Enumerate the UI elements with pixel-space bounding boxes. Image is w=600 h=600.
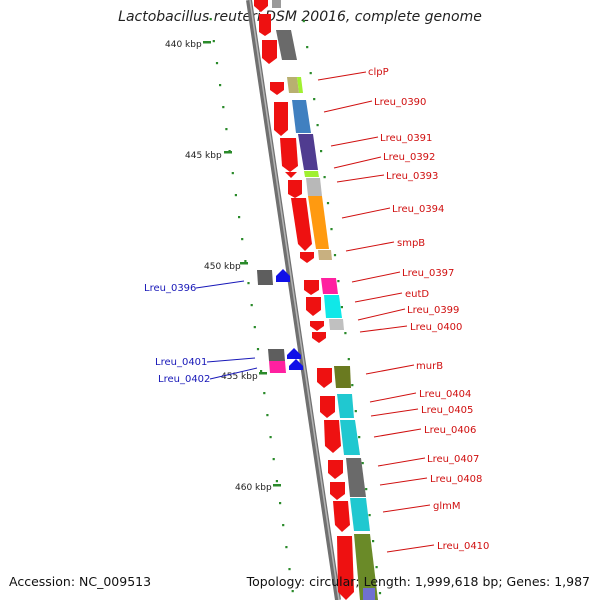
tick-label: 440 kbp (165, 40, 202, 50)
trace-dot (326, 202, 330, 205)
tick-label: 455 kbp (221, 372, 258, 382)
trace-dot (313, 98, 316, 101)
gene-label: Lreu_0397 (402, 268, 454, 279)
trace-dot (215, 62, 219, 65)
gene-label: Lreu_0391 (380, 133, 432, 144)
trace-dot (375, 566, 378, 569)
trace-dot (306, 46, 309, 49)
trace-dot (323, 176, 326, 179)
trace-dot (234, 194, 237, 197)
trace-dot (219, 84, 222, 87)
trace-dot (285, 546, 288, 549)
trace-dot (340, 306, 343, 309)
gene-label: Lreu_0394 (392, 204, 444, 215)
trace-dot (361, 462, 364, 465)
trace-dot (256, 348, 260, 351)
tick-label: 450 kbp (204, 262, 241, 272)
trace-dot (337, 280, 340, 283)
gene-label: Lreu_0407 (427, 454, 479, 465)
gene-label-reverse: Lreu_0402 (158, 374, 210, 385)
gene-label: Lreu_0410 (437, 541, 489, 552)
genome-backbone (246, 0, 341, 600)
trace-dot (250, 304, 253, 307)
cog-blocks (272, 0, 378, 600)
gene-label-smpB: smpB (397, 238, 425, 249)
trace-dot (368, 514, 371, 517)
kbp-ticks: 440 kbp 445 kbp 450 kbp 455 kbp 460 kbp (165, 40, 281, 493)
forward-gene-labels: clpP Lreu_0390 Lreu_0391 Lreu_0392 Lreu_… (317, 67, 489, 553)
trace-dot (291, 590, 294, 593)
gene-label: Lreu_0405 (421, 405, 473, 416)
gene-label: Lreu_0393 (386, 171, 438, 182)
gene-label: Lreu_0400 (410, 322, 462, 333)
gene-label: Lreu_0392 (383, 152, 435, 163)
accession-text: Accession: NC_009513 (9, 574, 152, 589)
gene-label: Lreu_0399 (407, 305, 459, 316)
trace-dot (351, 384, 354, 387)
trace-dot (272, 458, 275, 461)
reverse-gene-labels: Lreu_0396 Lreu_0401 Lreu_0402 (144, 280, 258, 385)
tick-dots (209, 18, 382, 595)
gene-label-clpP: clpP (368, 67, 389, 78)
genome-summary-text: Topology: circular; Length: 1,999,618 bp… (246, 574, 590, 589)
gene-label: Lreu_0390 (374, 97, 426, 108)
trace-dot (316, 124, 319, 127)
trace-dot (344, 332, 347, 335)
trace-dot (241, 238, 244, 241)
trace-dot (260, 370, 263, 373)
trace-dot (372, 540, 375, 543)
trace-dot (212, 40, 215, 43)
gene-label: Lreu_0406 (424, 425, 476, 436)
trace-dot (266, 414, 269, 417)
trace-dot (279, 502, 282, 505)
trace-dot (333, 254, 337, 257)
trace-dot (320, 150, 323, 153)
trace-dot (354, 410, 357, 413)
trace-dot (225, 128, 228, 131)
trace-dot (269, 436, 272, 439)
trace-dot (231, 172, 234, 175)
trace-dot (309, 72, 312, 75)
reverse-cds (257, 269, 303, 373)
trace-dot (209, 18, 212, 21)
trace-dot (247, 282, 250, 285)
trace-dot (347, 358, 350, 361)
gene-label: Lreu_0408 (430, 474, 482, 485)
trace-dot (330, 228, 333, 231)
gene-label-reverse: Lreu_0396 (144, 283, 196, 294)
gene-label: Lreu_0404 (419, 389, 471, 400)
forward-cds-arrows (254, 0, 354, 600)
gene-label-glmM: glmM (433, 501, 461, 512)
trace-dot (302, 20, 305, 23)
trace-dot (253, 326, 256, 329)
trace-dot (263, 392, 266, 395)
gene-label-eutD: eutD (405, 289, 429, 300)
trace-dot (238, 216, 241, 219)
tick-label: 445 kbp (185, 151, 222, 161)
gene-label-reverse: Lreu_0401 (155, 357, 207, 368)
gene-label-murB: murB (416, 361, 443, 372)
trace-dot (378, 592, 382, 595)
trace-dot (222, 106, 225, 109)
tick-label: 460 kbp (235, 483, 272, 493)
trace-dot (288, 568, 291, 571)
trace-dot (282, 524, 285, 527)
trace-dot (275, 480, 278, 483)
trace-dot (365, 488, 368, 491)
genome-title: Lactobacillus reuteri DSM 20016, complet… (118, 9, 482, 25)
trace-dot (358, 436, 361, 439)
trace-dot (244, 260, 247, 263)
